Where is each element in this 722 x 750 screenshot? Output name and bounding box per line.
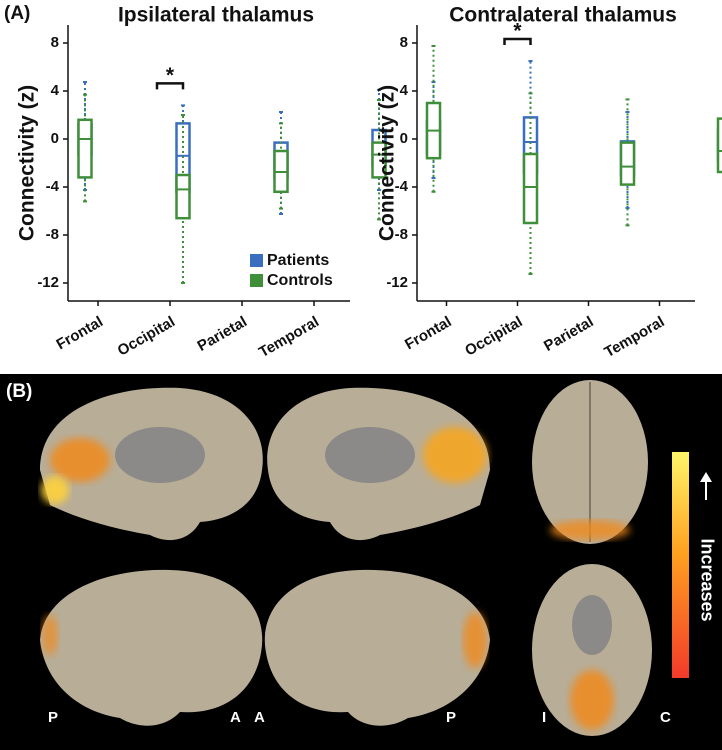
x-tick-label: Parietal (195, 313, 250, 355)
y-tick-label: -4 (395, 178, 409, 195)
y-tick-label: 4 (51, 82, 60, 99)
colorbar-label: Increases (697, 538, 717, 621)
chart-title: Ipsilateral thalamus (118, 4, 314, 27)
y-tick-label: 8 (400, 34, 408, 51)
brain-lateral-right (264, 569, 490, 726)
significance-label: * (166, 64, 175, 87)
view-label: P (48, 709, 58, 726)
y-axis-title: Connectivity (z) (376, 85, 399, 241)
y-tick-label: -8 (395, 226, 408, 243)
panel-label: (B) (6, 381, 32, 402)
legend-label: Patients (267, 252, 329, 269)
panel-label: (A) (4, 3, 30, 24)
x-tick-label: Occipital (462, 313, 525, 359)
box (77, 118, 93, 179)
y-axis-title: Connectivity (z) (16, 85, 39, 241)
significance-bracket (155, 82, 185, 90)
box (175, 173, 191, 220)
chart-title: Contralateral thalamus (449, 4, 677, 27)
legend-label: Controls (267, 272, 333, 289)
y-tick-label: -12 (386, 274, 408, 291)
box (371, 141, 387, 179)
x-tick-label: Parietal (541, 313, 596, 355)
legend-swatch (250, 274, 263, 287)
box (619, 141, 636, 186)
y-tick-label: 0 (51, 130, 59, 147)
significance-label: * (513, 20, 522, 43)
y-tick-label: -8 (46, 226, 59, 243)
y-tick-label: 8 (51, 34, 59, 51)
brain-medial-left (40, 387, 263, 541)
brain-medial-right (267, 387, 490, 541)
brain-ventral (532, 564, 652, 736)
y-tick-label: 0 (400, 130, 408, 147)
view-label: C (660, 709, 671, 726)
brain-lateral-left (40, 569, 263, 726)
x-tick-label: Occipital (115, 313, 178, 359)
brain-dorsal (532, 380, 648, 544)
x-tick-label: Temporal (256, 313, 322, 361)
colorbar (672, 452, 689, 678)
view-label: A (230, 709, 241, 726)
y-tick-label: 4 (400, 82, 409, 99)
x-tick-label: Temporal (601, 313, 667, 361)
legend-swatch (250, 254, 263, 267)
charts: Ipsilateral thalamus Connectivity (z) 8 4 0 -… (16, 4, 722, 361)
view-label: A (254, 709, 265, 726)
y-tick-label: -4 (46, 178, 60, 195)
brain-panel: (B) (0, 374, 722, 750)
view-label: P (446, 709, 456, 726)
view-label: I (542, 709, 546, 726)
x-tick-label: Frontal (53, 313, 106, 353)
box (716, 117, 722, 174)
x-tick-label: Frontal (402, 313, 455, 353)
y-tick-label: -12 (37, 274, 59, 291)
box (522, 152, 539, 225)
arrowhead (700, 472, 712, 482)
significance-bracket (503, 37, 532, 45)
